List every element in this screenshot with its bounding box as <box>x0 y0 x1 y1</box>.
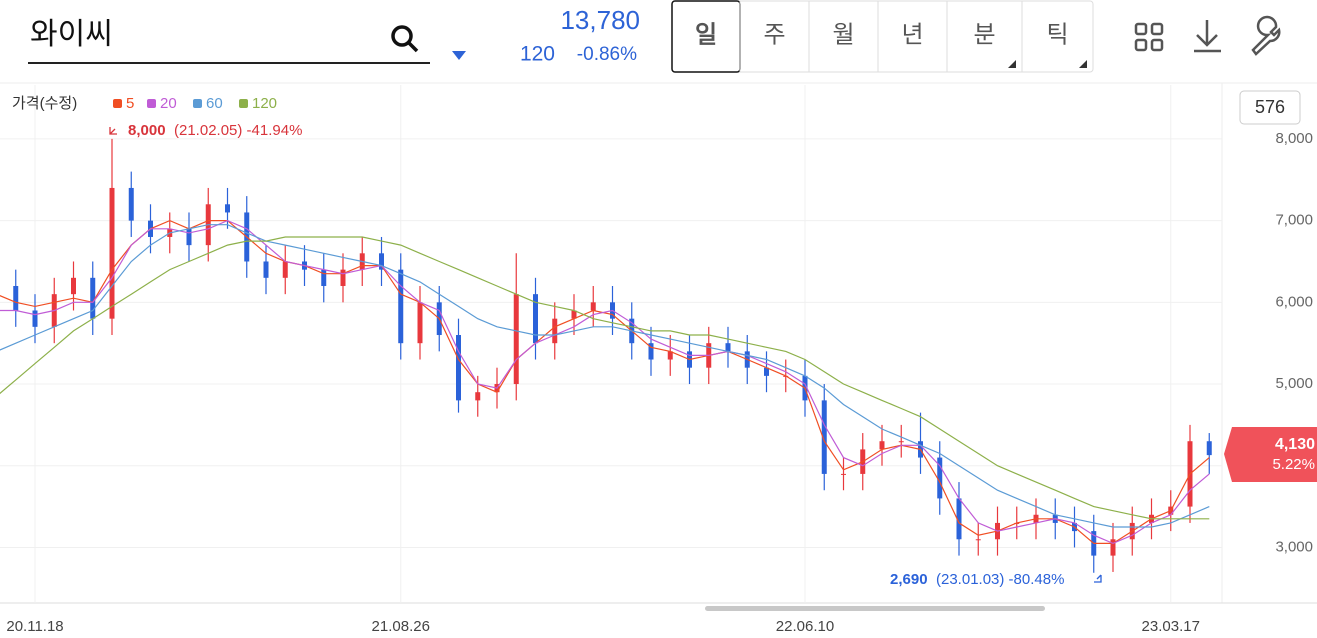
candle-body <box>571 310 577 319</box>
candle-body <box>821 400 827 474</box>
legend-swatch <box>239 99 248 108</box>
high-arrow <box>109 127 117 135</box>
legend-label: 5 <box>126 95 134 112</box>
tab[interactable]: 분 <box>973 21 995 48</box>
ma-line <box>0 219 1210 544</box>
scrollbar[interactable] <box>705 606 1045 611</box>
candle-body <box>13 285 19 311</box>
plot <box>0 138 1212 573</box>
x-tick-label: 23.03.17 <box>1142 618 1200 635</box>
candle-body <box>321 269 327 286</box>
high-text: (21.02.05) -41.94% <box>174 122 302 139</box>
tab[interactable]: 주 <box>763 21 785 48</box>
candle-body <box>898 441 904 443</box>
candle-body <box>475 392 481 401</box>
low-text: (23.01.03) -80.48% <box>936 571 1064 588</box>
candle-body <box>398 269 404 344</box>
last-change: 5.22% <box>1272 456 1315 473</box>
candle-body <box>1110 539 1116 556</box>
candle-body <box>282 261 288 278</box>
candle-body <box>841 473 846 475</box>
low-value: 2,690 <box>890 571 928 588</box>
candle-body <box>109 187 115 319</box>
candle-body <box>956 498 962 540</box>
legend-label: 120 <box>252 95 277 112</box>
y-tick-label: 5,000 <box>1275 375 1313 392</box>
candle-body <box>225 204 230 213</box>
candle-body <box>725 343 731 352</box>
y-axis: 3,0004,0005,0006,0007,0008,00020.11.1821… <box>6 130 1313 635</box>
price-change: 120 <box>520 43 555 66</box>
y-tick-label: 3,000 <box>1275 538 1313 555</box>
y-tick-label: 8,000 <box>1275 130 1313 147</box>
legend-swatch <box>193 99 202 108</box>
candle-body <box>513 294 519 385</box>
search-icon[interactable] <box>391 25 419 53</box>
legend-swatch <box>113 99 122 108</box>
badge-box <box>1239 90 1301 125</box>
current-price: 13,780 <box>560 5 640 35</box>
candle-body <box>71 277 76 295</box>
candle-body <box>648 343 654 360</box>
candle-body <box>186 228 192 246</box>
ma-line <box>0 219 1210 545</box>
badge: 576 <box>1255 97 1285 117</box>
stock-name[interactable]: 와이씨 <box>30 18 113 51</box>
legend-label: 20 <box>160 95 177 112</box>
settings-icon[interactable] <box>1251 15 1281 56</box>
tab[interactable]: 틱 <box>1046 21 1068 48</box>
candle-body <box>263 261 269 278</box>
y-tick-label: 6,000 <box>1275 293 1313 310</box>
tab[interactable]: 월 <box>832 21 854 48</box>
candle-body <box>975 539 981 541</box>
tab[interactable]: 년 <box>901 21 923 48</box>
low-arrow <box>1094 574 1102 583</box>
x-tick-label: 21.08.26 <box>372 618 430 635</box>
tab-corner <box>1079 60 1087 68</box>
last-price-tag: 4,130 5.22% <box>1224 427 1317 482</box>
candle-body <box>1206 441 1212 456</box>
y-tick-label: 7,000 <box>1275 212 1313 229</box>
legend-label: 60 <box>206 95 223 112</box>
x-tick-label: 20.11.18 <box>6 618 63 635</box>
x-tick-label: 22.06.10 <box>776 618 834 635</box>
ma-line <box>0 224 1210 528</box>
candle-body <box>379 253 384 270</box>
candle-body <box>90 277 96 319</box>
tab-corner <box>1008 60 1016 68</box>
legend: 가격(수정) 5 20 60 120 <box>12 95 277 112</box>
legend-swatch <box>147 99 156 108</box>
candle-body <box>32 310 38 327</box>
candle-body <box>340 269 346 286</box>
ma-line <box>0 236 1210 520</box>
grid <box>0 85 1222 603</box>
last-price: 4,130 <box>1275 436 1315 453</box>
high-value: 8,000 <box>128 122 166 139</box>
candle-body <box>879 441 885 450</box>
candle-body <box>937 457 943 499</box>
candle-body <box>764 367 769 376</box>
tab[interactable]: 일 <box>695 21 717 48</box>
price-change-rate: -0.86% <box>577 44 637 65</box>
candle-body <box>552 318 558 344</box>
layout-icon[interactable] <box>1134 22 1164 52</box>
candle-body <box>456 335 461 401</box>
candle-body <box>590 302 596 311</box>
legend-title: 가격(수정) <box>12 95 77 112</box>
candle-body <box>128 187 134 221</box>
candle-body <box>417 302 423 344</box>
candle-body <box>533 294 538 344</box>
download-icon[interactable] <box>1194 20 1221 53</box>
dropdown-arrow[interactable] <box>452 51 466 60</box>
annotations: 8,000 (21.02.05) -41.94% 2,690 (23.01.03… <box>109 122 1102 588</box>
candle-body <box>667 351 673 360</box>
tag-box <box>1224 427 1317 482</box>
